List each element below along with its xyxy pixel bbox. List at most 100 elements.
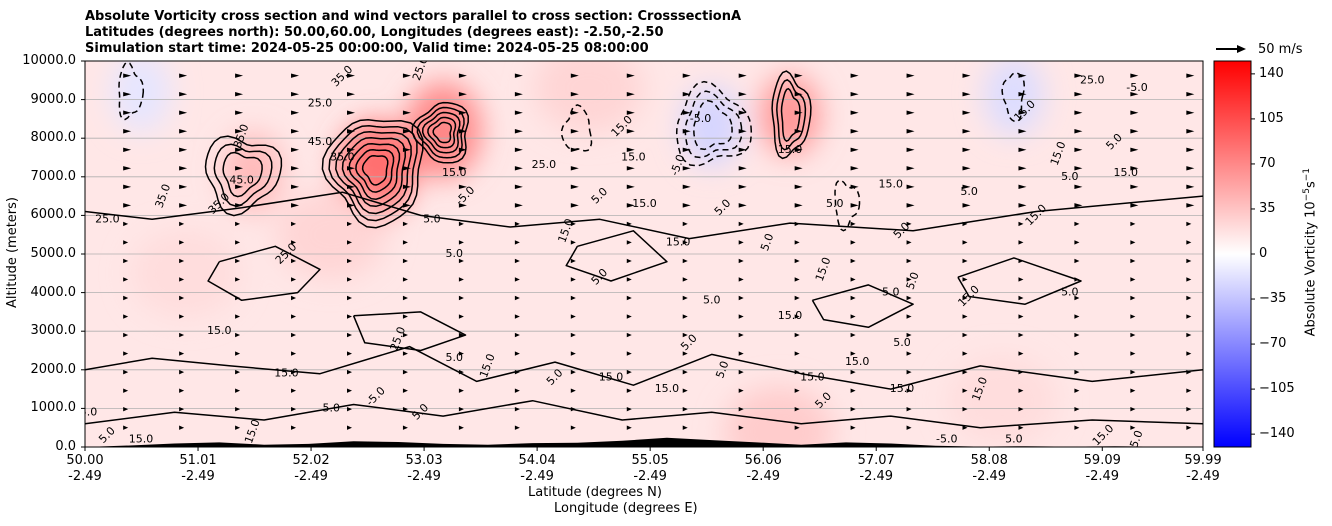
contour-line-0 bbox=[85, 191, 1203, 240]
wind-vector-362 bbox=[235, 91, 244, 97]
wind-vector-88 bbox=[570, 351, 576, 356]
wind-vector-17 bbox=[1074, 425, 1080, 430]
wind-vector-211 bbox=[738, 240, 744, 245]
wind-vector-271 bbox=[738, 184, 747, 190]
wind-vector-0 bbox=[123, 425, 129, 430]
wind-vector-20 bbox=[123, 406, 129, 412]
wind-vector-324 bbox=[346, 129, 355, 134]
contour-label-17: 15.0 bbox=[621, 151, 646, 164]
wind-vector-392 bbox=[794, 73, 803, 78]
wind-vector-234 bbox=[906, 221, 912, 227]
wind-vector-231 bbox=[738, 221, 744, 227]
wind-vector-98 bbox=[1130, 351, 1136, 356]
wind-vector-380 bbox=[123, 73, 132, 78]
wind-vector-5 bbox=[402, 425, 408, 430]
contour-label-31: 5.0 bbox=[826, 197, 844, 210]
wind-vector-238 bbox=[1130, 221, 1136, 227]
wind-vector-130 bbox=[682, 314, 688, 319]
wind-vector-356 bbox=[1018, 110, 1027, 115]
x-tick-lon: -2.49 bbox=[1085, 469, 1120, 484]
contour-neg-left bbox=[118, 61, 145, 121]
wind-vector-29 bbox=[626, 406, 632, 412]
wind-vector-174 bbox=[906, 277, 912, 282]
x-tick-label: 50.00 -2.49 bbox=[45, 453, 125, 485]
wind-vector-230 bbox=[682, 221, 688, 227]
wind-vector-346 bbox=[458, 110, 467, 115]
x-tick-lon: -2.49 bbox=[407, 469, 441, 484]
wind-vector-237 bbox=[1074, 221, 1080, 227]
x-tick-label: 52.02 -2.49 bbox=[271, 453, 351, 485]
x-tick-label: 56.06 -2.49 bbox=[723, 453, 803, 485]
wind-vector-327 bbox=[514, 129, 523, 134]
wind-vector-260 bbox=[123, 184, 132, 190]
wind-vector-241 bbox=[179, 203, 188, 208]
wind-vector-389 bbox=[626, 73, 635, 78]
wind-vector-186 bbox=[458, 258, 464, 264]
wind-vector-147 bbox=[514, 295, 520, 301]
wind-vector-23 bbox=[291, 406, 297, 412]
wind-vector-62 bbox=[235, 369, 241, 375]
wind-vector-111 bbox=[738, 332, 744, 338]
wind-vector-14 bbox=[906, 425, 912, 430]
wind-vector-65 bbox=[402, 369, 408, 375]
contour-line-3 bbox=[207, 245, 321, 302]
colorbar-tick-label: −105 bbox=[1259, 381, 1295, 397]
wind-vector-154 bbox=[906, 295, 912, 301]
wind-vector-329 bbox=[626, 129, 635, 134]
wind-vector-99 bbox=[1186, 351, 1192, 356]
y-tick-label: 8000.0 bbox=[30, 130, 77, 146]
wind-vector-196 bbox=[1018, 258, 1024, 264]
wind-vector-312 bbox=[794, 147, 803, 152]
contour-label-4: 45.0 bbox=[229, 174, 254, 187]
vorticity-patch-3 bbox=[723, 386, 834, 447]
wind-vector-37 bbox=[1074, 406, 1080, 412]
wind-vector-177 bbox=[1074, 277, 1080, 282]
wind-vector-183 bbox=[291, 258, 297, 264]
wind-vector-199 bbox=[1186, 258, 1192, 264]
wind-vector-100 bbox=[123, 332, 129, 338]
contour-upper-ring-3 bbox=[421, 111, 461, 154]
x-tick-lat: 58.08 bbox=[970, 453, 1008, 468]
wind-vector-376 bbox=[1018, 91, 1027, 97]
wind-vector-21 bbox=[179, 406, 185, 412]
wind-vector-339 bbox=[1186, 129, 1195, 134]
x-axis-label-lon: Longitude (degrees E) bbox=[554, 501, 698, 516]
wind-vector-220 bbox=[123, 221, 129, 227]
wind-vector-369 bbox=[626, 91, 635, 97]
wind-vector-142 bbox=[235, 295, 241, 301]
wind-vector-190 bbox=[682, 258, 688, 264]
wind-vector-303 bbox=[291, 147, 300, 152]
wind-vector-383 bbox=[291, 73, 300, 78]
y-tick-label: 10000.0 bbox=[22, 53, 76, 68]
wind-vector-92 bbox=[794, 351, 800, 356]
wind-vector-247 bbox=[514, 203, 523, 208]
x-tick-lon: -2.49 bbox=[520, 469, 554, 484]
wind-vector-349 bbox=[626, 110, 635, 115]
colorbar-tick-label: 70 bbox=[1259, 155, 1276, 171]
wind-vector-291 bbox=[738, 166, 747, 171]
wind-vector-143 bbox=[291, 295, 297, 301]
wind-vector-322 bbox=[235, 129, 244, 134]
wind-vector-395 bbox=[962, 73, 971, 78]
contour-max-ring-6 bbox=[328, 125, 418, 222]
wind-vector-398 bbox=[1130, 73, 1139, 78]
wind-vector-287 bbox=[514, 166, 523, 171]
wind-vector-266 bbox=[458, 184, 467, 190]
wind-vector-224 bbox=[346, 221, 352, 227]
wind-vector-352 bbox=[794, 110, 803, 115]
wind-vector-69 bbox=[626, 369, 632, 375]
wind-vector-82 bbox=[235, 351, 241, 356]
wind-vector-304 bbox=[346, 147, 355, 152]
wind-vector-125 bbox=[402, 314, 408, 319]
wind-vector-167 bbox=[514, 277, 520, 282]
wind-vector-351 bbox=[738, 110, 747, 115]
x-tick-label: 54.04 -2.49 bbox=[497, 453, 577, 485]
wind-vector-313 bbox=[850, 147, 859, 152]
wind-vector-236 bbox=[1018, 221, 1024, 227]
wind-vector-85 bbox=[402, 351, 408, 356]
wind-vector-293 bbox=[850, 166, 859, 171]
wind-vector-103 bbox=[291, 332, 297, 338]
wind-vector-53 bbox=[850, 388, 856, 393]
wind-vector-185 bbox=[402, 258, 408, 264]
wind-vector-133 bbox=[850, 314, 856, 319]
